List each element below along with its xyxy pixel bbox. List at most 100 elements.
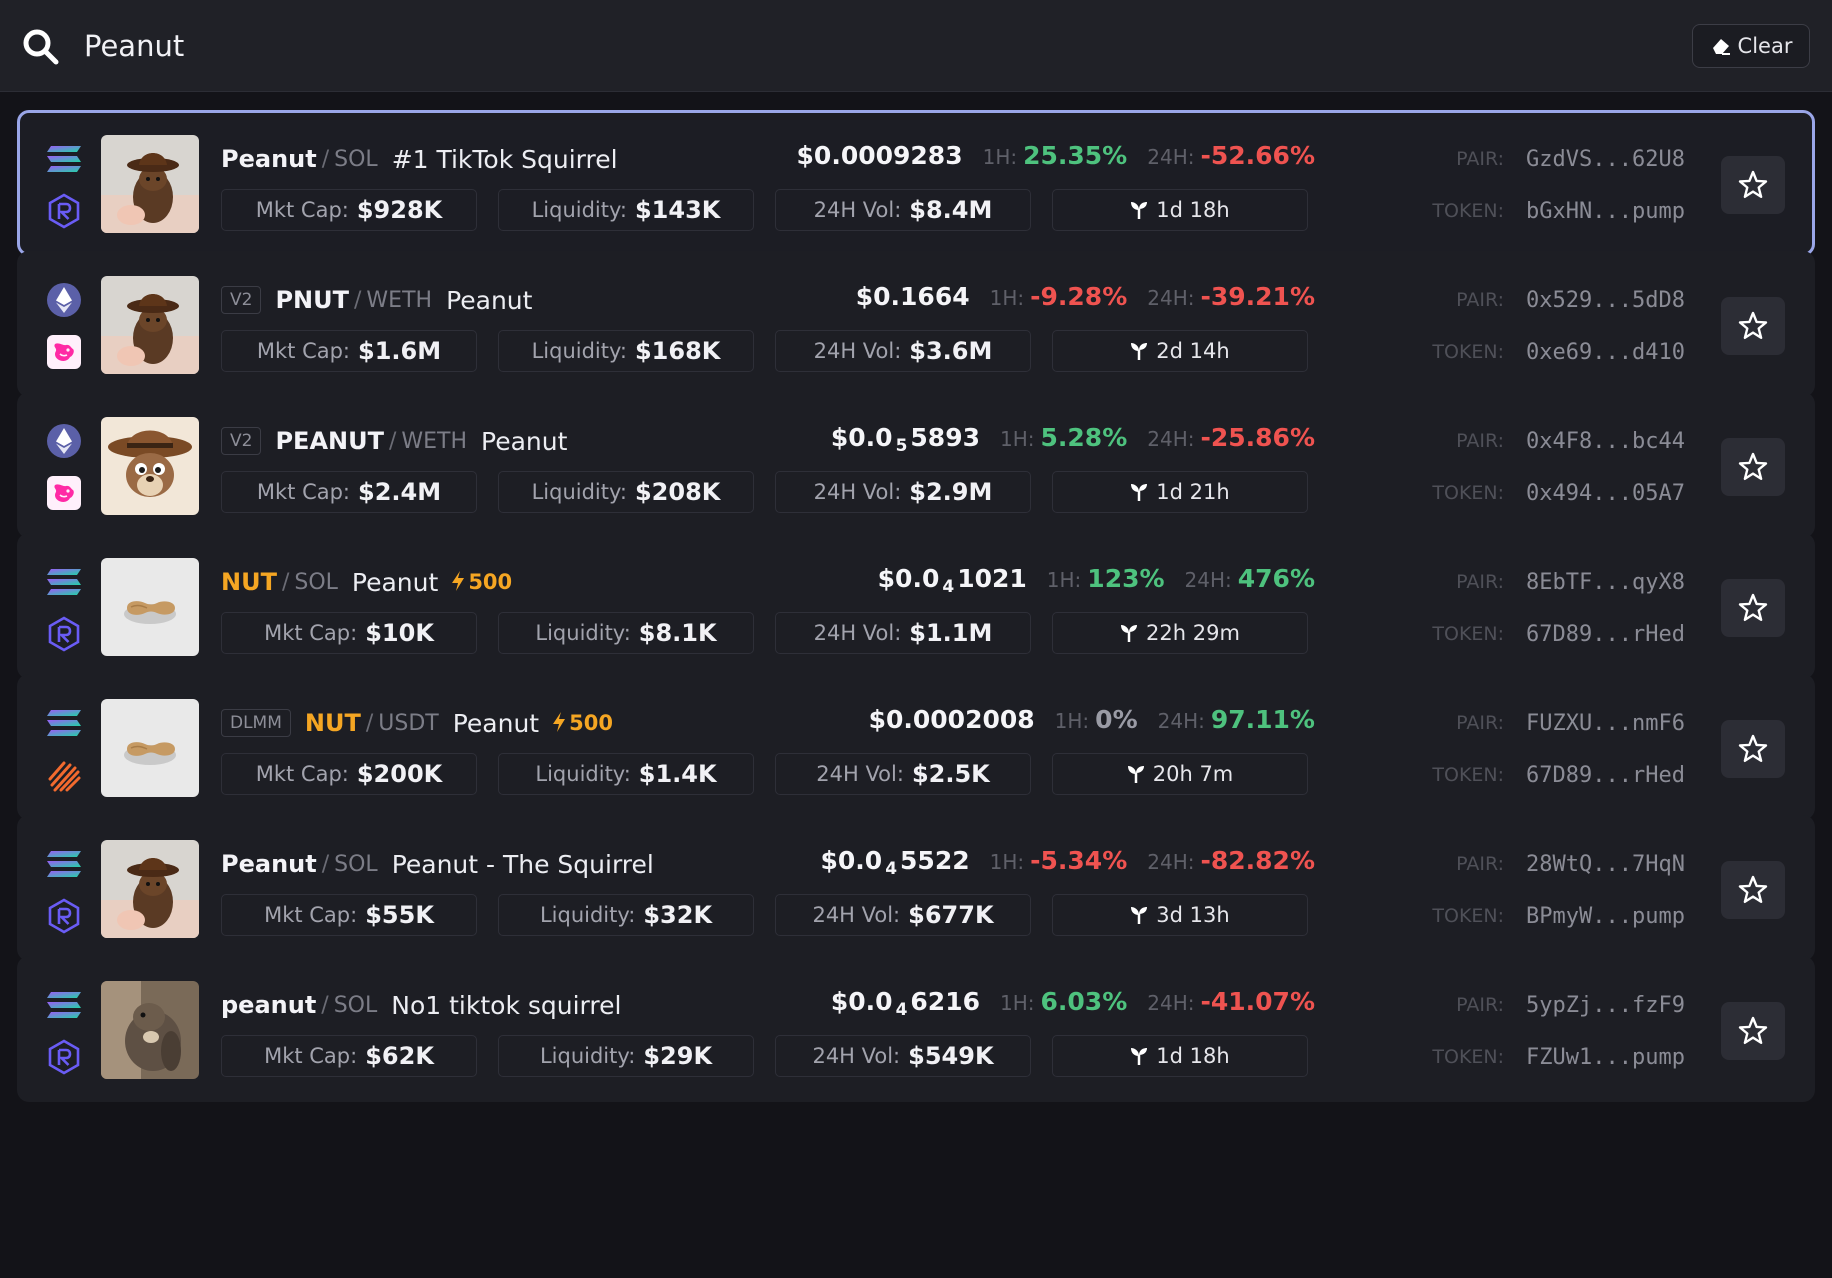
token-title: DLMM NUT / USDT Peanut 500	[221, 703, 613, 743]
token-address-value[interactable]: BPmyW...pump	[1526, 903, 1685, 929]
pair-address-value[interactable]: 8EbTF...qyX8	[1526, 569, 1685, 595]
liquidity-box: Liquidity: $208K	[498, 471, 754, 513]
pair-address[interactable]: PAIR: 8EbTF...qyX8	[1456, 565, 1685, 599]
pair-address-value[interactable]: 0x4F8...bc44	[1526, 428, 1685, 454]
pair-address[interactable]: PAIR: 28WtQ...7HqN	[1456, 847, 1685, 881]
favorite-button[interactable]	[1721, 861, 1785, 919]
liquidity-value: $143K	[634, 196, 721, 224]
liquidity-value: $29K	[643, 1042, 713, 1070]
search-input[interactable]	[84, 22, 1584, 70]
token-name: Peanut	[481, 426, 568, 456]
token-symbol: NUT	[304, 709, 361, 737]
liquidity-box: Liquidity: $143K	[498, 189, 754, 231]
token-name: Peanut	[452, 708, 540, 738]
pair-address-value[interactable]: GzdVS...62U8	[1526, 146, 1685, 172]
price-zero-count: 4	[895, 1000, 908, 1020]
token-title: peanut / SOL No1 tiktok squirrel	[221, 985, 621, 1025]
favorite-button[interactable]	[1721, 1002, 1785, 1060]
volume-label: 24H Vol:	[813, 480, 902, 504]
token-address-value[interactable]: 0x494...05A7	[1526, 480, 1685, 506]
token-price: $0.0 4 5522	[820, 846, 970, 879]
change-24h-label: 24H:	[1147, 145, 1195, 169]
market-cap-box: Mkt Cap: $2.4M	[221, 471, 477, 513]
pair-age-value: 2d 14h	[1156, 339, 1230, 363]
result-row-3[interactable]: V2 PEANUT / WETH Peanut $0.0 5 5893 1H: 5.…	[17, 392, 1815, 538]
liquidity-label: Liquidity:	[535, 621, 631, 645]
pair-address-value[interactable]: 5ypZj...fzF9	[1526, 992, 1685, 1018]
favorite-button[interactable]	[1721, 297, 1785, 355]
token-address-value[interactable]: 67D89...rHed	[1526, 762, 1685, 788]
token-price: $0.0 5 5893	[830, 423, 980, 456]
token-address[interactable]: TOKEN: bGxHN...pump	[1432, 194, 1685, 228]
pair-separator: /	[281, 569, 290, 595]
token-address[interactable]: TOKEN: FZUw1...pump	[1432, 1040, 1685, 1074]
token-name: Peanut - The Squirrel	[391, 849, 654, 879]
token-address[interactable]: TOKEN: BPmyW...pump	[1432, 899, 1685, 933]
token-address[interactable]: TOKEN: 67D89...rHed	[1432, 617, 1685, 651]
pair-address[interactable]: PAIR: 0x4F8...bc44	[1456, 424, 1685, 458]
clear-button[interactable]: Clear	[1692, 24, 1810, 68]
favorite-button[interactable]	[1721, 438, 1785, 496]
pair-address[interactable]: PAIR: 5ypZj...fzF9	[1456, 988, 1685, 1022]
change-24h-label: 24H:	[1157, 709, 1205, 733]
price-line: $0.0 4 1021 1H: 123% 24H: 476%	[878, 564, 1315, 604]
token-address-value[interactable]: bGxHN...pump	[1526, 198, 1685, 224]
change-1h-label: 1H:	[989, 850, 1025, 874]
market-cap-label: Mkt Cap:	[264, 1044, 358, 1068]
token-address[interactable]: TOKEN: 0xe69...d410	[1432, 335, 1685, 369]
pair-address-label: PAIR:	[1456, 148, 1505, 170]
raydium-icon	[44, 614, 84, 654]
pair-address[interactable]: PAIR: GzdVS...62U8	[1456, 142, 1685, 176]
result-row-5[interactable]: DLMM NUT / USDT Peanut 500 $0.0002008 1H…	[17, 674, 1815, 820]
meteora-icon	[44, 755, 84, 795]
market-cap-value: $200K	[356, 760, 443, 788]
result-row-6[interactable]: Peanut / SOL Peanut - The Squirrel $0.0 4…	[17, 815, 1815, 961]
uniswap-icon	[44, 473, 84, 513]
change-1h-label: 1H:	[1000, 427, 1035, 451]
market-cap-label: Mkt Cap:	[255, 762, 349, 786]
favorite-button[interactable]	[1721, 156, 1785, 214]
pair-type-badge: DLMM	[221, 709, 291, 737]
token-address-value[interactable]: FZUw1...pump	[1526, 1044, 1685, 1070]
token-title: V2 PEANUT / WETH Peanut	[221, 421, 567, 461]
token-image	[101, 699, 199, 797]
change-1h-label: 1H:	[1000, 991, 1035, 1015]
sprout-icon	[1131, 907, 1148, 924]
change-24h: -41.07%	[1200, 987, 1315, 1016]
pair-address-value[interactable]: 0x529...5dD8	[1526, 287, 1685, 313]
ethereum-icon	[44, 421, 84, 461]
pair-address[interactable]: PAIR: FUZXU...nmF6	[1456, 706, 1685, 740]
result-row-7[interactable]: peanut / SOL No1 tiktok squirrel $0.0 4 62…	[17, 956, 1815, 1102]
pair-address-label: PAIR:	[1456, 571, 1505, 593]
search-icon[interactable]	[22, 28, 60, 66]
market-cap-box: Mkt Cap: $55K	[221, 894, 477, 936]
star-icon	[1738, 1016, 1768, 1044]
token-address[interactable]: TOKEN: 67D89...rHed	[1432, 758, 1685, 792]
liquidity-box: Liquidity: $29K	[498, 1035, 754, 1077]
change-24h: -25.86%	[1200, 423, 1315, 452]
market-cap-label: Mkt Cap:	[256, 339, 351, 363]
token-address-value[interactable]: 67D89...rHed	[1526, 621, 1685, 647]
pair-address-value[interactable]: FUZXU...nmF6	[1526, 710, 1685, 736]
favorite-button[interactable]	[1721, 720, 1785, 778]
pair-age-value: 1d 18h	[1156, 1044, 1230, 1068]
quote-symbol: SOL	[334, 851, 378, 877]
result-row-2[interactable]: V2 PNUT / WETH Peanut $0.1664 1H: -9.28%…	[17, 251, 1815, 397]
pair-address-value[interactable]: 28WtQ...7HqN	[1526, 851, 1685, 877]
pair-address-label: PAIR:	[1456, 853, 1505, 875]
favorite-button[interactable]	[1721, 579, 1785, 637]
results-list: Peanut / SOL #1 TikTok Squirrel $0.00092…	[0, 92, 1832, 1278]
result-row-4[interactable]: NUT / SOL Peanut 500 $0.0 4 1021 1H: 123% …	[17, 533, 1815, 679]
pair-age-box: 1d 21h	[1052, 471, 1308, 513]
token-address-value[interactable]: 0xe69...d410	[1526, 339, 1685, 365]
change-1h: 0%	[1095, 705, 1138, 734]
market-cap-box: Mkt Cap: $1.6M	[221, 330, 477, 372]
token-name: Peanut	[446, 285, 533, 315]
solana-icon	[44, 139, 84, 179]
token-address[interactable]: TOKEN: 0x494...05A7	[1432, 476, 1685, 510]
token-symbol: NUT	[221, 568, 277, 596]
result-row-1[interactable]: Peanut / SOL #1 TikTok Squirrel $0.00092…	[17, 110, 1815, 256]
change-24h-label: 24H:	[1147, 850, 1195, 874]
volume-box: 24H Vol: $549K	[775, 1035, 1031, 1077]
pair-address[interactable]: PAIR: 0x529...5dD8	[1456, 283, 1685, 317]
